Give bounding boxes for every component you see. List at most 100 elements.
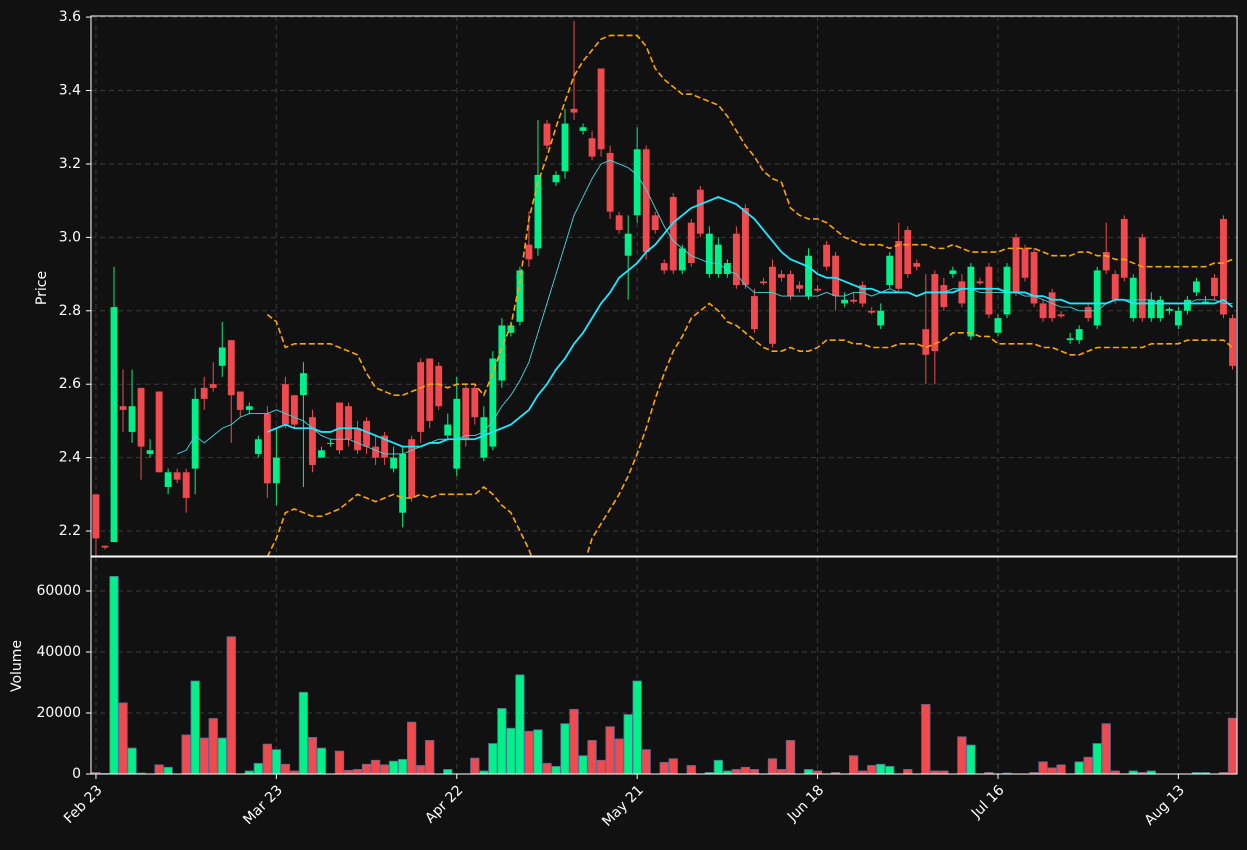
volume-bar — [470, 757, 480, 774]
candle-body — [1066, 338, 1074, 341]
candle-body — [128, 406, 136, 432]
volume-plot — [91, 575, 1237, 774]
volume-bar — [1101, 723, 1111, 774]
candle-body — [796, 285, 803, 289]
candle-body — [1012, 237, 1020, 293]
candle-body — [642, 149, 650, 253]
candle-body — [119, 406, 127, 410]
y-tick-label: 3.0 — [59, 229, 81, 245]
candle-body — [931, 274, 939, 352]
volume-bar — [713, 759, 723, 774]
candle-body — [850, 299, 858, 302]
candle-body — [336, 402, 343, 451]
candle-body — [1120, 219, 1128, 278]
candle-body — [309, 417, 316, 465]
candle-body — [904, 230, 912, 275]
candle-body — [435, 365, 443, 407]
candle-body — [218, 347, 226, 366]
volume-bar — [515, 674, 525, 774]
candle-body — [823, 244, 831, 267]
y-tick-label: 2.2 — [59, 523, 81, 539]
volume-bar — [253, 762, 263, 774]
candle-body — [471, 387, 479, 418]
volume-bar — [379, 764, 390, 774]
candle-body — [1039, 303, 1047, 319]
volume-bar — [731, 769, 742, 774]
volume-tick-label: 60000 — [36, 583, 81, 599]
candle-body — [651, 215, 659, 231]
y-tick-label: 2.4 — [59, 450, 81, 466]
volume-bar — [749, 769, 760, 774]
volume-bar — [370, 759, 381, 774]
volume-bar — [316, 747, 327, 774]
candle-body — [444, 424, 452, 436]
candle-body — [263, 413, 271, 484]
candle-body — [281, 384, 289, 425]
volume-bar — [921, 704, 931, 774]
y-tick-label: 2.8 — [59, 303, 81, 319]
volume-bar — [407, 721, 417, 774]
candle-body — [705, 233, 713, 275]
volume-bar — [416, 765, 426, 774]
candle-body — [1192, 281, 1200, 293]
volume-bar — [596, 759, 606, 774]
candle-body — [615, 215, 623, 231]
candle-body — [1075, 329, 1083, 341]
volume-bar — [867, 765, 877, 774]
candle-body — [895, 241, 903, 289]
volume-bar — [388, 760, 399, 774]
overlay-line — [266, 302, 1233, 556]
candle-body — [525, 244, 533, 260]
candle-body — [994, 318, 1002, 333]
candle-body — [687, 222, 695, 264]
candle-body — [462, 387, 470, 440]
volume-bar — [1110, 770, 1120, 774]
candle-body — [1084, 307, 1092, 319]
volume-bar — [479, 770, 489, 774]
candle-body — [696, 189, 704, 234]
volume-bar — [587, 740, 597, 774]
volume-bar — [118, 702, 128, 774]
candle-body — [570, 108, 578, 113]
candle-body — [913, 263, 921, 267]
volume-bar — [334, 750, 345, 774]
volume-bar — [939, 770, 949, 774]
volume-bar — [226, 636, 236, 774]
y-tick-label: 2.6 — [59, 376, 81, 392]
volume-bar — [488, 743, 498, 774]
candle-body — [299, 373, 307, 396]
candle-body — [949, 270, 957, 275]
volume-bar — [1146, 770, 1156, 774]
volume-bar — [524, 730, 534, 774]
candle-body — [507, 325, 515, 333]
volume-bar — [244, 770, 254, 774]
volume-bar — [668, 758, 678, 774]
volume-bar — [885, 765, 895, 774]
price-frame — [90, 15, 1238, 557]
candle-body — [1030, 252, 1038, 304]
candle-body — [760, 281, 767, 284]
y-axis-label: Price — [34, 271, 50, 305]
candle-body — [597, 68, 605, 150]
candle-body — [101, 545, 109, 548]
candle-body — [155, 391, 163, 473]
candle-body — [1003, 266, 1011, 315]
volume-axis-label: Volume — [9, 640, 25, 692]
candle-body — [453, 398, 461, 469]
volume-bar — [686, 765, 696, 774]
overlay-line — [267, 196, 1234, 448]
candle-body — [633, 149, 641, 216]
volume-bar — [614, 738, 624, 774]
candle-body — [958, 281, 966, 304]
volume-bar — [560, 723, 570, 774]
volume-bar — [425, 740, 435, 774]
volume-bar — [181, 734, 191, 774]
volume-bar — [352, 769, 363, 774]
volume-bar — [930, 770, 940, 774]
volume-bar — [154, 764, 164, 774]
volume-bar — [623, 714, 633, 774]
candle-body — [426, 358, 434, 421]
candle-body — [399, 453, 407, 513]
candle-body — [985, 266, 993, 315]
overlay-line — [266, 34, 1233, 397]
